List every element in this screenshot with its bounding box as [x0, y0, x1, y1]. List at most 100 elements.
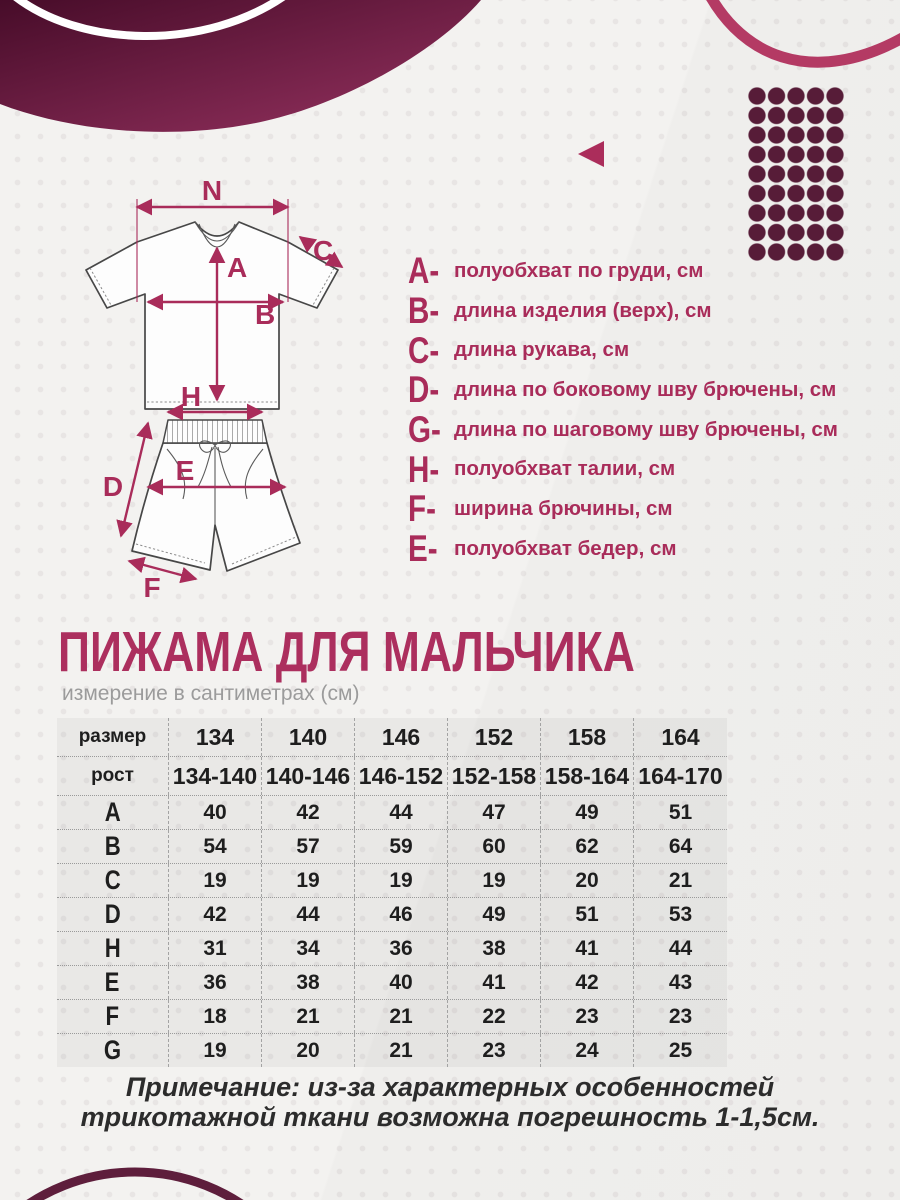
value-cell: 23: [448, 1034, 541, 1067]
legend-item: G- длина по шаговому шву брючены, см: [408, 410, 838, 450]
value-cell: 44: [355, 796, 448, 829]
legend-letter: F-: [408, 488, 436, 530]
value-cell: 40: [355, 966, 448, 999]
garment-measurement-diagram: N A B C H D E F: [85, 175, 344, 603]
legend-item: F- ширина брючины, см: [408, 489, 838, 529]
table-header-row: рост 134-140 140-146 146-152 152-158 158…: [57, 756, 727, 795]
header-value-cell: 140: [262, 718, 355, 756]
label-f: F: [143, 572, 160, 603]
legend-letter: C-: [408, 329, 440, 371]
measurement-legend: A- полуобхват по груди, см B- длина изде…: [408, 251, 838, 569]
legend-description: длина рукава, см: [454, 338, 630, 362]
value-cell: 19: [169, 1034, 262, 1067]
value-cell: 19: [169, 864, 262, 897]
left-triangle-icon: [578, 141, 604, 167]
row-letter-cell: D: [57, 898, 169, 931]
value-cell: 21: [355, 1000, 448, 1033]
value-cell: 47: [448, 796, 541, 829]
value-cell: 38: [448, 932, 541, 965]
table-row: B 54 57 59 60 62 64: [57, 829, 727, 863]
value-cell: 21: [355, 1034, 448, 1067]
size-table-header: размер 134 140 146 152 158 164 рост 134-…: [57, 718, 727, 795]
note-line: трикотажной ткани возможна погрешность 1…: [80, 1102, 820, 1133]
legend-item: B- длина изделия (верх), см: [408, 291, 838, 331]
header-value-cell: 140-146: [262, 757, 355, 795]
header-label-cell: размер: [57, 718, 169, 756]
value-cell: 25: [668, 1038, 693, 1062]
value-cell: 54: [169, 830, 262, 863]
table-header-row: размер 134 140 146 152 158 164: [57, 718, 727, 756]
swoosh-decoration-top-left: [0, 0, 481, 132]
header-value-cell: 134: [169, 718, 262, 756]
value-cell: 51: [668, 800, 693, 824]
value-cell: 34: [262, 932, 355, 965]
value-cell: 42: [169, 898, 262, 931]
value-cell: 46: [355, 898, 448, 931]
value-cell: 19: [262, 864, 355, 897]
dots-grid-decoration: [747, 86, 845, 262]
table-row: A 40 42 44 47 49 51: [57, 796, 727, 829]
measurement-labels: N A B C H D E F: [103, 175, 333, 603]
legend-description: длина по боковому шву брючены, см: [454, 377, 837, 401]
row-letter-cell: E: [57, 966, 169, 999]
table-row: E 36 38 40 41 42 43: [57, 965, 727, 999]
value-cell: 24: [541, 1034, 634, 1067]
shorts-drawing: [131, 419, 301, 572]
header-label-cell: рост: [57, 757, 169, 795]
value-cell: 36: [355, 932, 448, 965]
page-subtitle: измерение в сантиметрах (см): [62, 682, 360, 705]
value-cell: 51: [541, 898, 634, 931]
value-cell: 57: [262, 830, 355, 863]
label-a: A: [227, 252, 247, 283]
value-cell: 53: [668, 902, 693, 926]
header-value-cell: 164: [661, 723, 700, 750]
table-row: C 19 19 19 19 20 21: [57, 863, 727, 897]
value-cell: 64: [668, 834, 693, 858]
value-cell: 62: [541, 830, 634, 863]
value-cell: 43: [668, 970, 693, 994]
value-cell: 41: [448, 966, 541, 999]
header-value-cell: 152-158: [448, 757, 541, 795]
value-cell: 20: [541, 864, 634, 897]
table-row: F 18 21 21 22 23 23: [57, 999, 727, 1033]
value-cell: 59: [355, 830, 448, 863]
header-value-cell: 158: [541, 718, 634, 756]
label-c: C: [313, 235, 333, 266]
label-d: D: [103, 471, 123, 502]
row-letter-cell: H: [57, 932, 169, 965]
header-value-cell: 146-152: [355, 757, 448, 795]
arc-decoration-top-right: [706, 0, 900, 68]
label-h: H: [181, 381, 201, 412]
legend-item: C- длина рукава, см: [408, 330, 838, 370]
row-letter-cell: F: [57, 1000, 169, 1033]
label-n: N: [202, 175, 222, 206]
value-cell: 20: [262, 1034, 355, 1067]
header-value-cell: 152: [448, 718, 541, 756]
value-cell: 42: [262, 796, 355, 829]
value-cell: 19: [355, 864, 448, 897]
value-cell: 42: [541, 966, 634, 999]
legend-item: E- полуобхват бедер, см: [408, 529, 838, 569]
size-table: размер 134 140 146 152 158 164 рост 134-…: [57, 718, 727, 1067]
value-cell: 23: [668, 1004, 693, 1028]
row-letter-cell: B: [57, 830, 169, 863]
legend-item: D- длина по боковому шву брючены, см: [408, 370, 838, 410]
value-cell: 18: [169, 1000, 262, 1033]
value-cell: 60: [448, 830, 541, 863]
value-cell: 49: [541, 796, 634, 829]
value-cell: 22: [448, 1000, 541, 1033]
row-letter-cell: G: [57, 1034, 169, 1067]
row-letter-cell: C: [57, 864, 169, 897]
value-cell: 36: [169, 966, 262, 999]
legend-description: длина изделия (верх), см: [454, 298, 712, 322]
label-b: B: [255, 299, 275, 330]
value-cell: 19: [448, 864, 541, 897]
value-cell: 38: [262, 966, 355, 999]
value-cell: 41: [541, 932, 634, 965]
note-line: Примечание: из-за характерных особенност…: [125, 1072, 775, 1102]
legend-letter: E-: [408, 528, 438, 570]
legend-description: полуобхват бедер, см: [454, 536, 677, 560]
legend-letter: A-: [408, 250, 440, 292]
header-value-cell: 164-170: [638, 762, 723, 789]
